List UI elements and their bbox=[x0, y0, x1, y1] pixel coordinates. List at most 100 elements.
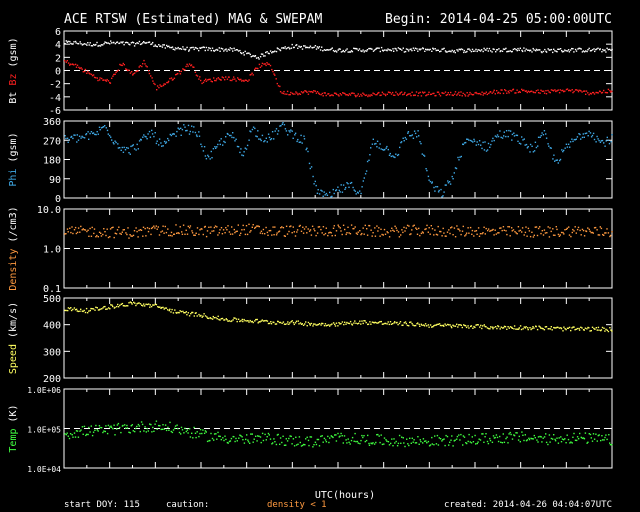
data-point bbox=[457, 156, 459, 159]
data-point bbox=[189, 130, 191, 133]
data-point bbox=[347, 51, 349, 53]
data-point bbox=[423, 440, 426, 442]
data-point bbox=[502, 48, 505, 50]
data-point bbox=[104, 305, 106, 308]
data-point bbox=[295, 91, 297, 93]
data-point bbox=[251, 128, 254, 131]
data-point bbox=[400, 234, 402, 236]
data-point bbox=[231, 226, 233, 228]
data-point bbox=[104, 231, 106, 233]
data-point bbox=[67, 141, 69, 143]
data-point bbox=[378, 321, 380, 324]
data-point bbox=[292, 137, 294, 139]
data-point bbox=[350, 92, 353, 94]
data-point bbox=[79, 67, 81, 70]
data-point bbox=[217, 315, 219, 317]
data-point bbox=[581, 91, 583, 93]
data-point bbox=[173, 133, 175, 135]
data-point bbox=[349, 233, 352, 235]
data-point bbox=[155, 303, 158, 306]
data-point bbox=[101, 126, 104, 128]
data-point bbox=[225, 76, 227, 78]
data-point bbox=[314, 441, 317, 443]
data-point bbox=[465, 234, 467, 236]
data-point bbox=[98, 231, 101, 233]
data-point bbox=[117, 69, 120, 71]
data-point bbox=[89, 309, 91, 312]
data-point bbox=[510, 433, 512, 436]
data-point bbox=[593, 327, 595, 330]
data-point bbox=[504, 48, 506, 50]
data-point bbox=[88, 310, 90, 312]
data-point bbox=[223, 140, 225, 143]
data-point bbox=[234, 317, 236, 319]
data-point bbox=[393, 438, 395, 440]
data-point bbox=[575, 232, 577, 234]
data-point bbox=[568, 234, 571, 236]
data-point bbox=[383, 49, 386, 51]
y-tick-label: 180 bbox=[43, 156, 61, 167]
data-point bbox=[527, 327, 529, 329]
data-point bbox=[478, 140, 481, 142]
data-point bbox=[238, 437, 240, 439]
data-point bbox=[409, 437, 411, 439]
data-point bbox=[284, 93, 286, 95]
data-point bbox=[460, 48, 462, 50]
data-point bbox=[131, 41, 134, 43]
data-point bbox=[175, 74, 177, 76]
data-point bbox=[283, 444, 286, 446]
data-point bbox=[455, 167, 458, 170]
data-point bbox=[570, 235, 572, 238]
data-point bbox=[208, 226, 210, 228]
data-point bbox=[450, 50, 452, 53]
data-point bbox=[601, 51, 603, 53]
data-point bbox=[449, 324, 451, 326]
data-point bbox=[583, 235, 586, 237]
data-point bbox=[482, 433, 484, 435]
data-point bbox=[73, 229, 76, 231]
data-point bbox=[333, 50, 336, 53]
data-point bbox=[500, 326, 502, 328]
data-point bbox=[82, 71, 84, 73]
data-point bbox=[71, 434, 73, 436]
data-point bbox=[190, 313, 192, 315]
data-point bbox=[222, 437, 224, 439]
data-point bbox=[300, 445, 303, 447]
data-point bbox=[419, 91, 421, 94]
data-point bbox=[138, 425, 141, 427]
data-point bbox=[237, 50, 240, 52]
data-point bbox=[524, 90, 527, 92]
data-point bbox=[201, 316, 203, 318]
data-point bbox=[269, 138, 272, 141]
data-point bbox=[82, 136, 84, 139]
data-point bbox=[227, 48, 230, 51]
data-point bbox=[321, 46, 323, 48]
data-point bbox=[604, 91, 607, 94]
data-point bbox=[360, 323, 362, 325]
data-point bbox=[157, 306, 159, 308]
data-point bbox=[570, 441, 572, 443]
data-point bbox=[440, 230, 442, 233]
data-point bbox=[284, 46, 286, 48]
data-point bbox=[391, 91, 394, 94]
data-point bbox=[206, 440, 209, 443]
data-point bbox=[394, 225, 396, 227]
data-point bbox=[105, 80, 107, 82]
data-point bbox=[104, 125, 106, 127]
data-point bbox=[73, 134, 75, 136]
data-point bbox=[320, 189, 322, 191]
data-point bbox=[162, 44, 164, 46]
data-point bbox=[290, 321, 292, 323]
data-point bbox=[135, 43, 137, 45]
data-point bbox=[375, 441, 377, 444]
data-point bbox=[328, 441, 330, 444]
data-point bbox=[533, 234, 535, 236]
data-point bbox=[264, 433, 266, 436]
data-point bbox=[559, 89, 561, 91]
data-point bbox=[384, 94, 387, 97]
data-point bbox=[300, 91, 303, 93]
data-point bbox=[216, 226, 218, 228]
data-point bbox=[402, 324, 404, 326]
data-point bbox=[167, 80, 170, 83]
data-point bbox=[323, 92, 325, 94]
